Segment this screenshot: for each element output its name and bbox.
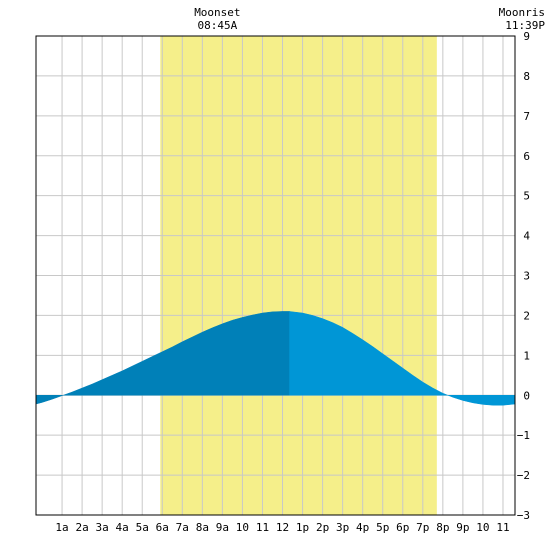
y-tick-label: −2 xyxy=(517,469,530,482)
x-tick-label: 10 xyxy=(236,521,249,534)
x-tick-label: 8p xyxy=(436,521,449,534)
y-tick-label: 9 xyxy=(523,30,530,43)
x-tick-label: 9a xyxy=(216,521,229,534)
tide-area-falling xyxy=(289,311,516,406)
x-tick-label: 7p xyxy=(416,521,429,534)
x-tick-label: 1a xyxy=(55,521,68,534)
x-tick-label: 7a xyxy=(176,521,189,534)
y-tick-label: 6 xyxy=(523,150,530,163)
y-tick-label: 8 xyxy=(523,70,530,83)
x-tick-label: 6p xyxy=(396,521,409,534)
x-tick-label: 3p xyxy=(336,521,349,534)
x-tick-label: 5p xyxy=(376,521,389,534)
y-tick-label: 2 xyxy=(523,309,530,322)
x-tick-label: 1p xyxy=(296,521,309,534)
moon-event-title: Moonris xyxy=(499,6,545,19)
x-tick-label: 3a xyxy=(96,521,109,534)
moon-event-time: 08:45A xyxy=(198,19,238,32)
moon-event-title: Moonset xyxy=(194,6,240,19)
x-tick-label: 11 xyxy=(496,521,509,534)
x-tick-label: 9p xyxy=(456,521,469,534)
y-tick-label: 7 xyxy=(523,110,530,123)
y-tick-label: 5 xyxy=(523,190,530,203)
tide-area-rising xyxy=(35,311,290,405)
x-tick-label: 4p xyxy=(356,521,369,534)
x-tick-label: 2a xyxy=(75,521,88,534)
plot-border xyxy=(35,35,516,516)
x-tick-label: 2p xyxy=(316,521,329,534)
y-tick-label: 3 xyxy=(523,270,530,283)
x-tick-label: 4a xyxy=(116,521,129,534)
x-tick-label: 10 xyxy=(476,521,489,534)
moon-event-time: 11:39P xyxy=(505,19,545,32)
y-tick-label: 1 xyxy=(523,349,530,362)
y-tick-label: 0 xyxy=(523,389,530,402)
y-tick-label: −3 xyxy=(517,509,530,522)
y-tick-label: 4 xyxy=(523,230,530,243)
x-tick-label: 6a xyxy=(156,521,169,534)
x-tick-label: 12 xyxy=(276,521,289,534)
x-tick-label: 8a xyxy=(196,521,209,534)
x-tick-label: 11 xyxy=(256,521,269,534)
y-tick-label: −1 xyxy=(517,429,530,442)
x-tick-label: 5a xyxy=(136,521,149,534)
